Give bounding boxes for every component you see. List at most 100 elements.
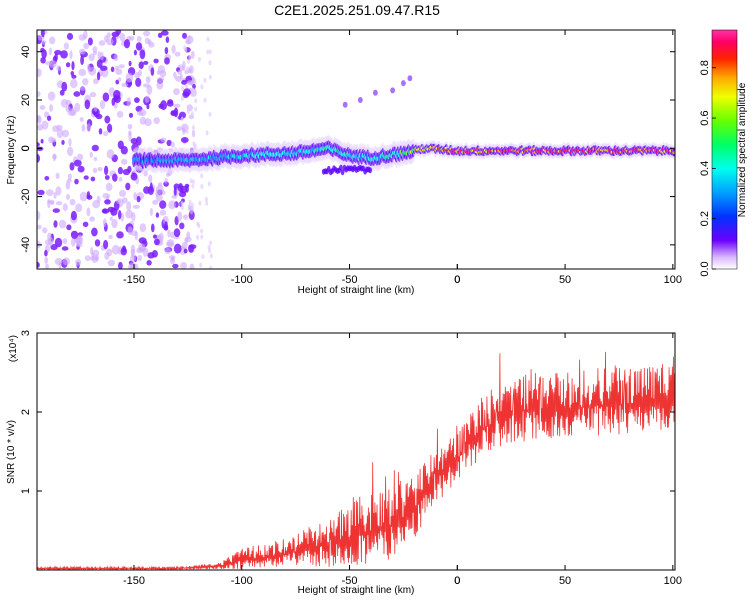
colorbar: 0.0 0.2 0.4 0.6 0.8 Normalized spectral ampl… (699, 29, 748, 277)
noise-speckle (55, 172, 60, 180)
colorbar-tick-label: 0.4 (699, 161, 711, 176)
noise-speckle (166, 172, 170, 177)
noise-speckle (139, 223, 147, 233)
snr-x-label: Height of straight line (km) (298, 585, 415, 596)
noise-speckle (176, 126, 182, 132)
noise-speckle (183, 248, 188, 254)
noise-speckle (182, 32, 187, 39)
noise-speckle (128, 112, 134, 118)
noise-speckle (127, 165, 132, 173)
noise-speckle (75, 259, 82, 266)
noise-speckle (59, 89, 65, 96)
noise-speckle (183, 45, 187, 51)
noise-speckle (68, 138, 72, 147)
noise-speckle (37, 142, 40, 147)
noise-speckle (168, 200, 176, 210)
noise-speckle (111, 218, 118, 229)
side-trace-point (373, 89, 378, 96)
noise-speckle (74, 102, 81, 113)
noise-speckle (164, 247, 171, 255)
noise-speckle (84, 99, 91, 110)
noise-speckle (128, 60, 132, 67)
x-tick-label: -150 (123, 274, 145, 286)
noise-speckle (37, 210, 41, 221)
noise-speckle (92, 167, 98, 174)
noise-speckle (73, 91, 81, 97)
noise-speckle (120, 212, 125, 222)
noise-speckle (130, 138, 138, 145)
noise-speckle (119, 190, 126, 197)
noise-speckle (102, 92, 110, 102)
x-tick-label: -100 (231, 274, 253, 286)
noise-speckle (121, 82, 129, 88)
noise-speckle (173, 103, 181, 108)
noise-speckle (81, 124, 86, 132)
noise-speckle (41, 30, 45, 38)
noise-speckle (54, 257, 63, 266)
noise-speckle (186, 66, 190, 72)
x-tick-label: -50 (342, 575, 358, 587)
noise-speckle (133, 49, 137, 56)
noise-speckle (89, 91, 97, 98)
noise-speckle (207, 181, 211, 187)
y-tick-label: 1 (20, 488, 32, 494)
noise-speckle (110, 66, 115, 73)
noise-speckle (78, 68, 87, 77)
noise-speckle (180, 262, 187, 269)
noise-speckle (173, 71, 177, 79)
side-trace-point (342, 101, 348, 108)
noise-speckle (121, 197, 128, 204)
colorbar-tick-label: 0.8 (699, 60, 711, 75)
noise-speckle (45, 263, 49, 269)
noise-speckle (179, 222, 185, 230)
noise-speckle (69, 162, 75, 171)
noise-speckle (47, 115, 52, 121)
noise-speckle (54, 237, 63, 248)
noise-speckle (158, 103, 164, 109)
colorbar-tick-label: 0.2 (699, 211, 711, 226)
noise-speckle (166, 139, 172, 147)
noise-speckle (56, 128, 64, 139)
noise-speckle (82, 221, 89, 227)
noise-speckle (163, 181, 169, 187)
noise-speckle (53, 192, 57, 199)
noise-speckle (155, 184, 164, 194)
noise-speckle (182, 60, 186, 71)
carrier-band (339, 164, 343, 171)
noise-speckle (128, 131, 132, 142)
noise-speckle (49, 36, 56, 45)
noise-speckle (191, 179, 195, 185)
noise-speckle (94, 239, 101, 247)
noise-speckle (93, 78, 99, 85)
noise-speckle (198, 56, 201, 62)
noise-speckle (136, 195, 141, 203)
noise-speckle (104, 175, 110, 180)
noise-speckle (37, 91, 41, 97)
noise-speckle (66, 193, 70, 200)
y-tick-label: 40 (20, 46, 32, 58)
spectrogram-y-label: Frequency (Hz) (6, 116, 17, 185)
noise-speckle (117, 166, 123, 175)
noise-speckle (63, 42, 69, 50)
snr-y-ticks: 1 2 3 (20, 330, 675, 494)
noise-speckle (125, 72, 134, 83)
y-tick-label: 3 (20, 330, 32, 336)
noise-speckle (164, 57, 170, 65)
noise-speckle (46, 189, 54, 197)
noise-speckle (103, 131, 109, 137)
noise-speckle (120, 145, 128, 155)
noise-speckle (134, 72, 140, 79)
noise-speckle (191, 202, 194, 208)
noise-speckle (206, 36, 210, 42)
noise-speckle (138, 243, 146, 252)
noise-speckle (116, 231, 124, 239)
noise-speckle (126, 97, 131, 107)
noise-speckle (171, 194, 178, 199)
noise-speckle (155, 212, 160, 218)
noise-speckle (185, 185, 189, 193)
noise-speckle (208, 248, 211, 254)
noise-speckle (93, 156, 98, 162)
noise-speckle (86, 191, 91, 199)
noise-speckle (48, 47, 53, 56)
